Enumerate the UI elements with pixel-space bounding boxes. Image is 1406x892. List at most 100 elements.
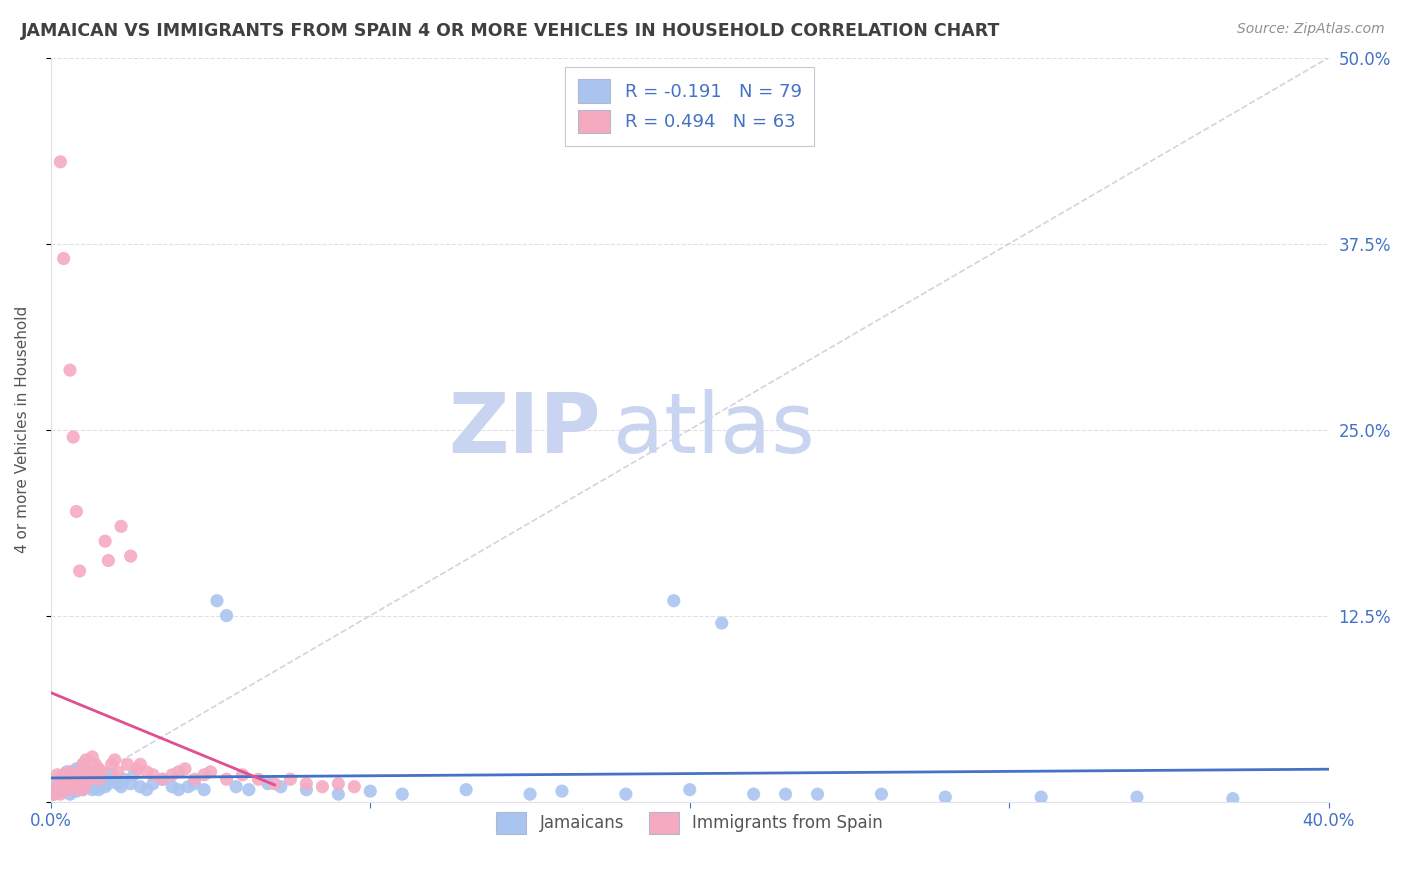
Point bbox=[391, 787, 413, 801]
Point bbox=[359, 784, 381, 798]
Point bbox=[72, 782, 94, 797]
Point bbox=[107, 777, 129, 791]
Point bbox=[104, 753, 127, 767]
Point bbox=[193, 768, 215, 782]
Point bbox=[117, 757, 139, 772]
Point bbox=[62, 777, 84, 791]
Point bbox=[142, 768, 165, 782]
Point bbox=[56, 772, 79, 787]
Point bbox=[328, 787, 350, 801]
Point bbox=[46, 768, 69, 782]
Point bbox=[238, 782, 260, 797]
Point bbox=[328, 777, 350, 791]
Point bbox=[456, 782, 478, 797]
Point bbox=[56, 782, 79, 797]
Point bbox=[263, 777, 285, 791]
Point bbox=[77, 764, 100, 779]
Point bbox=[1222, 791, 1244, 805]
Point bbox=[72, 757, 94, 772]
Point bbox=[112, 772, 135, 787]
Point bbox=[42, 787, 65, 801]
Point bbox=[710, 615, 733, 630]
Point bbox=[75, 753, 97, 767]
Point bbox=[62, 782, 84, 797]
Point bbox=[52, 777, 75, 791]
Point bbox=[142, 777, 165, 791]
Point bbox=[280, 772, 302, 787]
Point bbox=[174, 762, 197, 776]
Point bbox=[82, 782, 104, 797]
Point bbox=[69, 768, 91, 782]
Point bbox=[42, 787, 65, 801]
Point bbox=[49, 154, 72, 169]
Point bbox=[56, 772, 79, 787]
Point bbox=[679, 782, 702, 797]
Point bbox=[167, 764, 190, 779]
Point bbox=[69, 780, 91, 794]
Point bbox=[52, 768, 75, 782]
Point bbox=[135, 764, 157, 779]
Point bbox=[110, 780, 132, 794]
Point bbox=[62, 772, 84, 787]
Point bbox=[49, 787, 72, 801]
Point bbox=[934, 790, 956, 805]
Point bbox=[135, 782, 157, 797]
Point bbox=[84, 757, 107, 772]
Point bbox=[62, 764, 84, 779]
Point bbox=[56, 782, 79, 797]
Point bbox=[72, 772, 94, 787]
Point bbox=[110, 519, 132, 533]
Point bbox=[59, 787, 82, 801]
Point bbox=[100, 757, 122, 772]
Point bbox=[72, 782, 94, 797]
Point bbox=[295, 777, 318, 791]
Point bbox=[104, 772, 127, 787]
Point bbox=[46, 777, 69, 791]
Point bbox=[65, 504, 87, 518]
Point bbox=[84, 780, 107, 794]
Point bbox=[806, 787, 828, 801]
Point bbox=[77, 777, 100, 791]
Point bbox=[91, 764, 114, 779]
Point bbox=[614, 787, 637, 801]
Point bbox=[59, 777, 82, 791]
Text: atlas: atlas bbox=[613, 389, 815, 470]
Point bbox=[97, 553, 120, 567]
Point bbox=[94, 780, 117, 794]
Y-axis label: 4 or more Vehicles in Household: 4 or more Vehicles in Household bbox=[15, 306, 30, 553]
Point bbox=[215, 608, 238, 623]
Point bbox=[69, 564, 91, 578]
Point bbox=[120, 549, 142, 563]
Point bbox=[52, 252, 75, 266]
Point bbox=[56, 764, 79, 779]
Point bbox=[77, 772, 100, 787]
Text: ZIP: ZIP bbox=[447, 389, 600, 470]
Point bbox=[62, 430, 84, 444]
Point bbox=[46, 782, 69, 797]
Point bbox=[87, 782, 110, 797]
Point bbox=[77, 764, 100, 779]
Point bbox=[65, 768, 87, 782]
Point bbox=[59, 768, 82, 782]
Point bbox=[87, 777, 110, 791]
Point bbox=[82, 768, 104, 782]
Point bbox=[120, 777, 142, 791]
Point bbox=[122, 768, 145, 782]
Point bbox=[94, 534, 117, 549]
Point bbox=[87, 772, 110, 787]
Point bbox=[49, 780, 72, 794]
Point bbox=[65, 772, 87, 787]
Point bbox=[59, 764, 82, 779]
Point bbox=[100, 768, 122, 782]
Point bbox=[75, 777, 97, 791]
Point bbox=[65, 784, 87, 798]
Point bbox=[152, 772, 174, 787]
Text: JAMAICAN VS IMMIGRANTS FROM SPAIN 4 OR MORE VEHICLES IN HOUSEHOLD CORRELATION CH: JAMAICAN VS IMMIGRANTS FROM SPAIN 4 OR M… bbox=[21, 22, 1001, 40]
Point bbox=[72, 764, 94, 779]
Point bbox=[183, 777, 205, 791]
Point bbox=[82, 772, 104, 787]
Point bbox=[311, 780, 333, 794]
Point bbox=[1126, 790, 1149, 805]
Point bbox=[551, 784, 574, 798]
Point bbox=[65, 780, 87, 794]
